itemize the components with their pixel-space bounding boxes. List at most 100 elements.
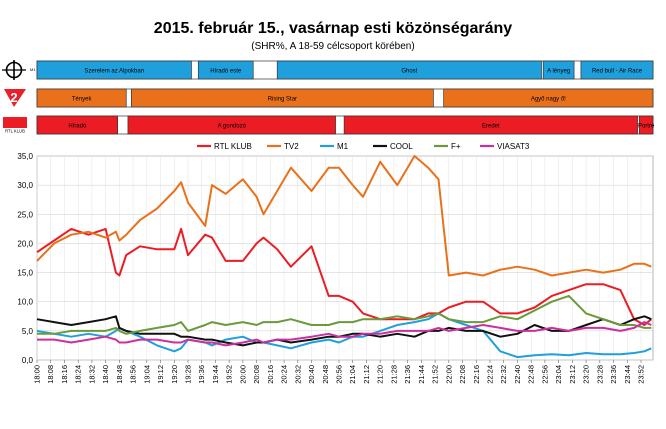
program-block: [36, 60, 192, 80]
channel-logo-text: M1: [30, 67, 36, 72]
program-label: Portré: [638, 124, 655, 130]
x-tick-label: 19:12: [156, 365, 165, 384]
x-tick-label: 20:16: [266, 365, 275, 384]
x-tick-label: 23:28: [595, 365, 604, 384]
y-tick-label: 30,0: [17, 181, 33, 190]
x-tick-label: 23:44: [623, 365, 632, 384]
program-block: [36, 88, 127, 108]
program-label: Híradó este: [210, 69, 242, 75]
y-tick-label: 10,0: [17, 298, 33, 307]
x-tick-label: 18:08: [46, 365, 55, 384]
program-block: [638, 115, 654, 135]
y-tick-label: 15,0: [17, 269, 33, 278]
channel-logo-text: RTL KLUB: [5, 129, 25, 134]
x-tick-label: 20:00: [238, 365, 247, 384]
program-label: Tények: [72, 97, 93, 103]
x-tick-label: 21:12: [362, 365, 371, 384]
x-tick-label: 20:08: [252, 365, 261, 384]
program-block: [542, 60, 575, 80]
x-tick-label: 18:32: [87, 365, 96, 384]
x-tick-label: 22:24: [485, 365, 494, 384]
x-tick-label: 18:24: [74, 365, 83, 384]
program-block: [343, 115, 638, 135]
program-block: [197, 60, 254, 80]
x-tick-label: 23:20: [582, 365, 591, 384]
plot-area: [36, 155, 654, 361]
legend-label: F+: [451, 142, 461, 151]
x-tick-label: 20:32: [293, 365, 302, 384]
channel-bar-row: RTL KLUB Híradó A gondozó Eredet Portré: [3, 115, 655, 135]
program-label: Agyő nagy ő!: [531, 97, 566, 103]
x-tick-label: 21:20: [376, 365, 385, 384]
channel-logo: RTL KLUB: [3, 117, 27, 134]
channel-logo-text: 2: [10, 90, 17, 105]
x-tick-label: 18:40: [101, 365, 110, 384]
channel-bar-row: M1 Szerelem az Alpokban Híradó este Ghost A …: [2, 60, 654, 80]
legend-label: RTL KLUB: [214, 142, 252, 151]
program-label: Red bull - Air Race: [592, 69, 643, 75]
program-label: Rising Star: [268, 97, 297, 103]
x-tick-label: 23:36: [609, 365, 618, 384]
program-label: Eredet: [482, 124, 500, 130]
channel-bar-row: 2 Tények Rising Star Agyő nagy ő!: [4, 88, 654, 108]
y-tick-label: 5,0: [22, 327, 34, 336]
x-tick-label: 22:32: [499, 365, 508, 384]
x-tick-label: 19:44: [211, 365, 220, 384]
x-tick-label: 19:04: [142, 365, 151, 384]
program-label: A lényeg: [547, 69, 570, 75]
series-line: [36, 155, 652, 277]
program-block: [276, 60, 542, 80]
x-tick-label: 18:00: [33, 365, 42, 384]
tv2-logo-shape: [4, 89, 26, 107]
x-tick-label: 23:52: [636, 365, 645, 384]
program-label: A gondozó: [218, 124, 247, 130]
x-tick-label: 18:56: [129, 365, 138, 384]
x-tick-label: 20:48: [321, 365, 330, 384]
legend-label: VIASAT3: [497, 142, 530, 151]
x-tick-label: 20:56: [334, 365, 343, 384]
x-tick-label: 19:52: [225, 365, 234, 384]
rtl-logo-box: [3, 117, 27, 128]
x-tick-label: 19:28: [183, 365, 192, 384]
chart-title: 2015. február 15., vasárnap esti közönsé…: [153, 20, 513, 37]
legend-label: M1: [337, 142, 349, 151]
x-tick-label: 20:40: [307, 365, 316, 384]
legend-label: TV2: [284, 142, 299, 151]
program-block: [36, 115, 118, 135]
program-label: Ghost: [401, 69, 417, 75]
y-tick-label: 25,0: [17, 210, 33, 219]
series-line: [36, 227, 652, 326]
x-tick-label: 22:56: [540, 365, 549, 384]
x-tick-label: 21:04: [348, 365, 357, 384]
x-tick-label: 18:16: [60, 365, 69, 384]
program-block: [443, 88, 654, 108]
x-tick-label: 22:16: [472, 365, 481, 384]
program-block: [127, 115, 336, 135]
y-tick-label: 35,0: [17, 152, 33, 161]
chart-subtitle: (SHR%, A 18-59 célcsoport körében): [251, 41, 415, 52]
x-tick-label: 21:36: [403, 365, 412, 384]
legend-label: COOL: [390, 142, 413, 151]
program-block: [580, 60, 654, 80]
x-tick-label: 21:52: [431, 365, 440, 384]
x-tick-label: 22:40: [513, 365, 522, 384]
y-tick-label: 20,0: [17, 239, 33, 248]
program-label: Szerelem az Alpokban: [84, 69, 144, 75]
x-tick-label: 20:24: [280, 365, 289, 384]
channel-logo: 2: [4, 89, 26, 107]
x-tick-label: 23:04: [554, 365, 563, 384]
x-tick-label: 19:20: [170, 365, 179, 384]
x-tick-label: 19:36: [197, 365, 206, 384]
x-tick-label: 21:44: [417, 365, 426, 384]
x-tick-label: 22:48: [527, 365, 536, 384]
x-tick-label: 21:28: [389, 365, 398, 384]
channel-logo: M1: [2, 60, 36, 80]
series-line: [37, 321, 652, 347]
y-tick-label: 0,0: [22, 356, 34, 365]
x-tick-label: 23:12: [568, 365, 577, 384]
series-line: [37, 294, 652, 335]
x-tick-label: 22:08: [458, 365, 467, 384]
x-tick-label: 18:48: [115, 365, 124, 384]
x-tick-label: 22:00: [444, 365, 453, 384]
